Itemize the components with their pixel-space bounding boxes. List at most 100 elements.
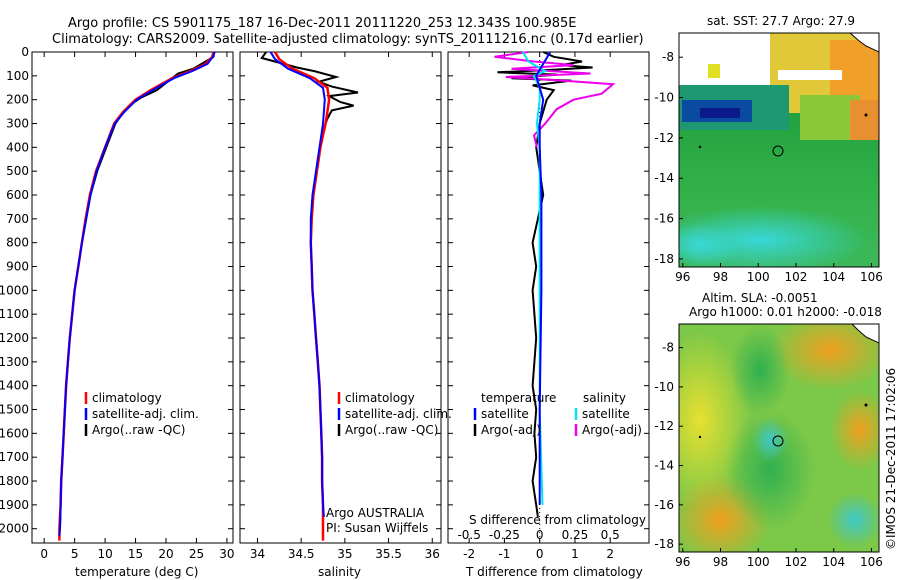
x-tick-label: 15 xyxy=(128,547,143,561)
x-tick-label: 0 xyxy=(536,547,544,561)
x2-tick-label: -0.5 xyxy=(457,528,480,542)
y-tick-label: 0 xyxy=(21,45,29,59)
x-tick-label: 0 xyxy=(40,547,48,561)
sst-cloud-gap xyxy=(778,70,842,80)
x-tick-label: 30 xyxy=(219,547,234,561)
legend-label-argo: Argo(..raw -QC) xyxy=(345,423,438,437)
sla-map: Altim. SLA: -0.0051 Argo h1000: 0.01 h20… xyxy=(654,291,883,569)
y-tick-label: 400 xyxy=(6,140,29,154)
legend-label-argo: Argo(..raw -QC) xyxy=(92,423,185,437)
sst-map-frame xyxy=(678,32,880,268)
map-y-tick-label: -12 xyxy=(654,419,674,433)
map-x-tick-label: 106 xyxy=(860,270,883,284)
sla-argo-location xyxy=(772,435,784,447)
map-y-tick-label: -14 xyxy=(654,171,674,185)
x-tick-label: -2 xyxy=(463,547,475,561)
x-tick-label: 36 xyxy=(425,547,440,561)
legend-label-satellite: satellite-adj. clim. xyxy=(345,407,452,421)
difference-axes xyxy=(447,51,650,544)
sla-map-title: Altim. SLA: -0.0051 xyxy=(702,291,818,305)
map-x-tick-label: 104 xyxy=(822,555,845,569)
x-tick-label: 25 xyxy=(189,547,204,561)
y-tick-label: 100 xyxy=(6,69,29,83)
y-tick-label: 200 xyxy=(6,93,29,107)
temperature-legend: climatology satellite-adj. clim. Argo(..… xyxy=(84,391,199,437)
legend-label-s-satellite: satellite xyxy=(582,407,630,421)
sla-orange-northeast xyxy=(770,324,879,390)
sst-darkblue-cells xyxy=(700,108,740,118)
y-tick-label: 1400 xyxy=(0,379,29,393)
y-tick-label: 1100 xyxy=(0,307,29,321)
map-y-tick-label: -18 xyxy=(654,252,674,266)
map-x-tick-label: 96 xyxy=(675,270,690,284)
legend-label-s-argo: Argo(-adj) xyxy=(582,423,642,437)
sla-cyan-center xyxy=(752,418,788,462)
series-line-climatology xyxy=(58,51,215,541)
map-x-tick-label: 96 xyxy=(675,555,690,569)
float-owner-annotation: Argo AUSTRALIA xyxy=(326,506,425,520)
legend-label-t-argo: Argo(-adj) xyxy=(481,423,541,437)
map-x-tick-label: 98 xyxy=(713,270,728,284)
x-tick-label: 35 xyxy=(337,547,352,561)
sst-cyan-area-2 xyxy=(679,223,740,267)
copyright-stamp: ©IMOS 21-Dec-2011 17:02:06 xyxy=(884,368,898,550)
legend-header-salinity: salinity xyxy=(583,391,626,405)
series-line-t-argo xyxy=(497,51,593,517)
sst-coast xyxy=(849,33,879,53)
map-x-tick-label: 106 xyxy=(860,555,883,569)
series-line-argo xyxy=(59,51,216,529)
map-x-tick-label: 100 xyxy=(747,270,770,284)
series-line-argo xyxy=(260,51,359,505)
sla-orange-east xyxy=(830,390,879,470)
legend-label-climatology: climatology xyxy=(345,391,415,405)
legend-label-climatology: climatology xyxy=(92,391,162,405)
salinity-axis-label: salinity xyxy=(318,565,361,579)
salinity-axes xyxy=(239,51,442,544)
temperature-axes xyxy=(31,51,234,544)
difference-legend: temperature salinity satellite Argo(-adj… xyxy=(473,391,642,437)
sla-cyan-southeast xyxy=(827,492,879,548)
sla-coast xyxy=(851,324,879,344)
map-y-tick-label: -10 xyxy=(654,380,674,394)
series-line-s-argo xyxy=(494,51,616,148)
sst-map: sat. SST: 27.7 Argo: 27.9 96 98 100 102 104 1… xyxy=(654,14,883,284)
map-x-tick-label: 104 xyxy=(822,270,845,284)
map-y-tick-label: -14 xyxy=(654,459,674,473)
legend-label-satellite: satellite-adj. clim. xyxy=(92,407,199,421)
x2-tick-label: 0 xyxy=(536,528,544,542)
x2-tick-label: 0.5 xyxy=(601,528,620,542)
y-tick-label: 2000 xyxy=(0,522,29,536)
y-tick-label: 1300 xyxy=(0,355,29,369)
series-line-climatology xyxy=(273,51,331,541)
sst-island-marker-2 xyxy=(698,145,702,149)
header-line-2: Climatology: CARS2009. Satellite-adjuste… xyxy=(52,32,644,47)
map-y-tick-label: -10 xyxy=(654,91,674,105)
y-tick-label: 700 xyxy=(6,212,29,226)
map-y-tick-label: -12 xyxy=(654,131,674,145)
sla-map-frame xyxy=(678,323,880,553)
y-tick-label: 1600 xyxy=(0,426,29,440)
sla-island-marker-2 xyxy=(698,435,702,439)
series-line-satellite xyxy=(269,51,326,517)
sst-argo-location xyxy=(772,145,784,157)
map-y-tick-label: -18 xyxy=(654,537,674,551)
y-tick-label: 1900 xyxy=(0,498,29,512)
series-line-t-satellite xyxy=(535,51,552,505)
x-tick-label: 35.5 xyxy=(375,547,402,561)
t-difference-axis-label: T difference from climatology xyxy=(465,565,643,579)
y-tick-label: 1800 xyxy=(0,474,29,488)
x2-tick-label: 0.25 xyxy=(562,528,589,542)
y-tick-label: 1500 xyxy=(0,403,29,417)
map-x-tick-label: 102 xyxy=(785,555,808,569)
sst-island-marker xyxy=(864,113,868,117)
sst-map-title: sat. SST: 27.7 Argo: 27.9 xyxy=(707,14,855,28)
sla-map-subtitle: Argo h1000: 0.01 h2000: -0.018 xyxy=(689,305,882,319)
y-tick-label: 800 xyxy=(6,236,29,250)
map-x-tick-label: 100 xyxy=(747,555,770,569)
x-tick-label: 1 xyxy=(571,547,579,561)
s-difference-axis-label: S difference from climatology xyxy=(469,513,646,527)
x-tick-label: -1 xyxy=(498,547,510,561)
y-tick-label: 600 xyxy=(6,188,29,202)
sla-green-north xyxy=(730,325,790,415)
y-tick-label: 1700 xyxy=(0,450,29,464)
